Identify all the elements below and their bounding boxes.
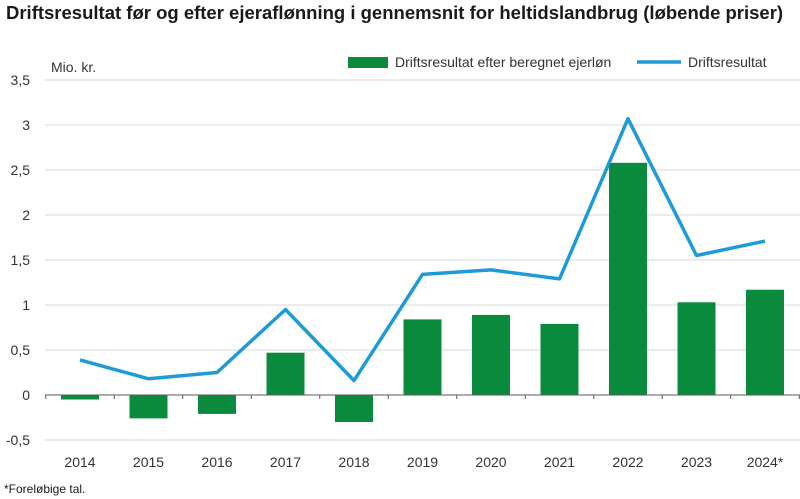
bar-2019 [403, 319, 442, 395]
bar-2024* [746, 289, 784, 395]
legend: Driftsresultat efter beregnet ejerløn Dr… [348, 54, 767, 70]
bar-series [61, 162, 784, 422]
x-tick-label: 2020 [475, 454, 506, 470]
bar-2018 [335, 395, 373, 422]
bar-2023 [677, 302, 716, 395]
bar-2015 [129, 395, 168, 419]
x-axis-ticks: 2014 2015 2016 2017 2018 2019 2020 2021 2022 2023… [64, 454, 783, 470]
y-tick-label: 0 [22, 387, 30, 403]
legend-bar-swatch [348, 57, 388, 68]
chart-title: Driftsresultat før og efter ejeraflønnin… [6, 2, 784, 23]
bar-2016 [198, 395, 236, 414]
x-tick-label: 2014 [64, 454, 95, 470]
legend-line-label: Driftsresultat [688, 54, 767, 70]
x-tick-label: 2022 [612, 454, 643, 470]
x-tick-label: 2018 [338, 454, 369, 470]
y-tick-label: 1 [22, 297, 30, 313]
bar-2021 [540, 323, 579, 395]
y-axis-unit-label: Mio. kr. [51, 59, 96, 75]
x-tick-label: 2016 [201, 454, 232, 470]
zero-axis [45, 394, 800, 399]
line-series [79, 116, 766, 383]
x-tick-label: 2015 [133, 454, 164, 470]
y-tick-label: -0,5 [6, 432, 30, 448]
y-axis-ticks: -0,5 0 0,5 1 1,5 2 2,5 3 3,5 [6, 72, 30, 448]
y-tick-label: 3,5 [11, 72, 31, 88]
bar-2020 [472, 314, 510, 395]
x-tick-label: 2019 [407, 454, 438, 470]
x-tick-label: 2021 [544, 454, 575, 470]
x-tick-label: 2024* [747, 454, 784, 470]
x-tick-label: 2017 [270, 454, 301, 470]
bar-2022 [609, 162, 647, 395]
y-tick-label: 2,5 [11, 162, 31, 178]
bar-2014 [61, 395, 99, 400]
y-tick-label: 3 [22, 117, 30, 133]
y-tick-label: 0,5 [11, 342, 31, 358]
bar-2017 [266, 352, 305, 395]
x-tick-label: 2023 [681, 454, 712, 470]
legend-bar-label: Driftsresultat efter beregnet ejerløn [395, 54, 611, 70]
y-tick-label: 1,5 [11, 252, 31, 268]
footnote: *Foreløbige tal. [4, 482, 86, 496]
y-tick-label: 2 [22, 207, 30, 223]
